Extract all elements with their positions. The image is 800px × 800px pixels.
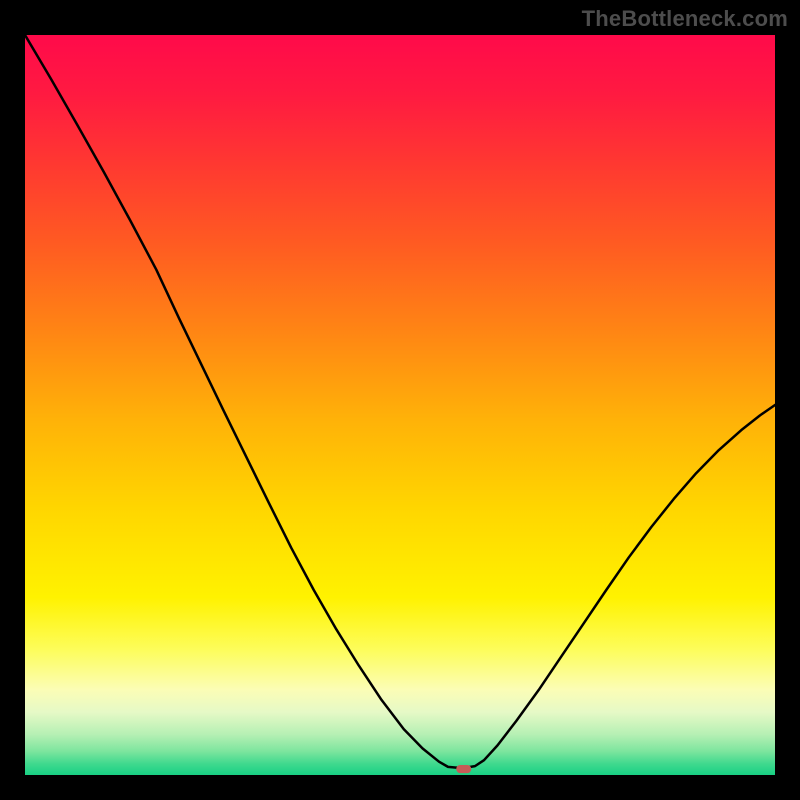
chart-frame: TheBottleneck.com [0, 0, 800, 800]
watermark-text: TheBottleneck.com [582, 6, 788, 32]
bottleneck-line-chart [25, 35, 775, 775]
plot-area [25, 35, 775, 775]
gradient-background [25, 35, 775, 775]
optimum-marker [456, 765, 471, 773]
